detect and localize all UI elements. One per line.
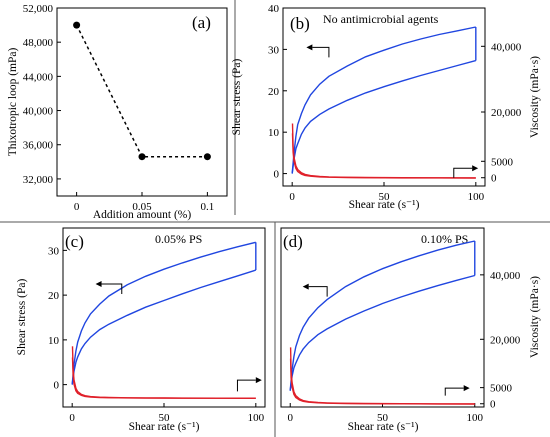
arrow-head [306, 44, 313, 51]
shear-stress-curve [289, 274, 475, 391]
y-right-tick-label: 20,000 [491, 107, 522, 119]
x-tick-label: 50 [377, 412, 389, 424]
y-right-axis-label: Viscosity (mPa·s) [529, 276, 541, 358]
y-tick-label: 36,000 [23, 140, 54, 152]
y-tick-label: 40 [268, 3, 280, 15]
y-tick-label: 10 [268, 127, 280, 139]
y-axis-label: Shear stress (Pa) [16, 279, 28, 356]
x-tick-label: 0.1 [201, 201, 215, 213]
arrow-head [302, 283, 309, 290]
viscosity-curve [289, 358, 475, 405]
x-axis-label: Shear rate (s⁻¹) [348, 421, 419, 433]
annotation-label: 0.05% PS [155, 232, 202, 246]
y-right-tick-label: 0 [491, 173, 497, 185]
shear-stress-curve [71, 269, 257, 385]
y-tick-label: 40,000 [23, 106, 54, 118]
thixotropic-point [203, 153, 211, 161]
arrow-left [312, 46, 330, 58]
plot-frame [62, 227, 266, 408]
y-right-tick-label: 5000 [491, 156, 514, 168]
y-tick-label: 44,000 [23, 71, 54, 83]
arrow-head [463, 385, 470, 392]
y-tick-label: 32,000 [23, 174, 54, 186]
arrow-right [236, 379, 256, 392]
x-tick-label: 100 [248, 412, 265, 424]
viscosity-curve [291, 133, 476, 179]
panel-label: (b) [290, 14, 310, 33]
arrow-head [95, 280, 102, 287]
panel-label: (a) [192, 13, 211, 32]
x-axis-label: Shear rate (s⁻¹) [129, 421, 200, 433]
viscosity-curve [291, 123, 476, 179]
y-tick-label: 20 [48, 290, 60, 302]
y-right-tick-label: 40,000 [491, 41, 522, 53]
chart-panel-2: 0 50 100 0 10 20 30 40 0 5000 20,000 40,000 Shear ra… [231, 3, 541, 211]
y-tick-label: 30 [48, 245, 60, 257]
viscosity-curve [289, 347, 475, 405]
x-tick-label: 50 [159, 412, 171, 424]
plot-frame [280, 227, 485, 408]
chart-panel-1: 0 0.05 0.1 32,000 36,000 40,000 44,000 48,000 52… [7, 3, 228, 221]
panel-label: (c) [65, 232, 84, 251]
y-right-tick-label: 20,000 [490, 334, 521, 346]
chart-panel-3: 0 50 100 0 10 20 30 Shear rate (s⁻¹) Shear stres… [16, 227, 266, 433]
panel-label: (d) [283, 232, 303, 251]
y-right-tick-label: 5000 [490, 383, 513, 395]
y-right-tick-label: 0 [490, 399, 496, 411]
x-tick-label: 100 [468, 191, 485, 203]
thixotropic-point [73, 21, 81, 29]
x-tick-label: 0 [287, 412, 293, 424]
x-tick-label: 0 [289, 191, 295, 203]
y-tick-label: 0 [274, 169, 280, 181]
y-axis-label: Thixotropic loop (mPa) [7, 48, 19, 157]
arrow-right [444, 387, 464, 396]
y-tick-label: 20 [268, 86, 280, 98]
arrow-head [472, 165, 479, 172]
arrow-head [255, 377, 262, 384]
y-tick-label: 10 [48, 335, 60, 347]
arrow-left [101, 283, 123, 294]
x-tick-label: 0.05 [132, 201, 152, 213]
y-tick-label: 52,000 [23, 3, 54, 15]
shear-stress-curve [291, 26, 476, 174]
thixotropic-line [75, 24, 208, 158]
x-tick-label: 0 [69, 412, 75, 424]
y-axis-label: Shear stress (Pa) [231, 59, 243, 136]
y-tick-label: 30 [268, 44, 280, 56]
y-tick-label: 48,000 [23, 37, 54, 49]
annotation-label: 0.10% PS [421, 232, 468, 246]
shear-stress-curve [289, 240, 475, 391]
y-right-axis-label: Viscosity (mPa·s) [529, 56, 541, 138]
x-tick-label: 100 [467, 412, 484, 424]
y-right-tick-label: 40,000 [490, 270, 521, 282]
viscosity-curve [71, 346, 256, 399]
x-axis-label: Shear rate (s⁻¹) [349, 199, 420, 211]
thixotropic-point [138, 153, 146, 161]
viscosity-curve [71, 357, 256, 399]
annotation-label: No antimicrobial agents [323, 12, 439, 26]
arrow-right [453, 167, 473, 178]
plot-frame [282, 7, 486, 187]
x-tick-label: 0 [74, 201, 80, 213]
x-tick-label: 50 [379, 191, 391, 203]
arrow-left [308, 286, 328, 297]
x-axis-label: Addition amount (%) [93, 209, 192, 221]
chart-panel-4: 0 50 100 0 5000 20,000 40,000 Shear rate (s⁻¹) V… [280, 227, 541, 433]
shear-stress-curve [291, 59, 476, 174]
y-tick-label: 0 [54, 380, 60, 392]
shear-stress-curve [71, 241, 256, 385]
